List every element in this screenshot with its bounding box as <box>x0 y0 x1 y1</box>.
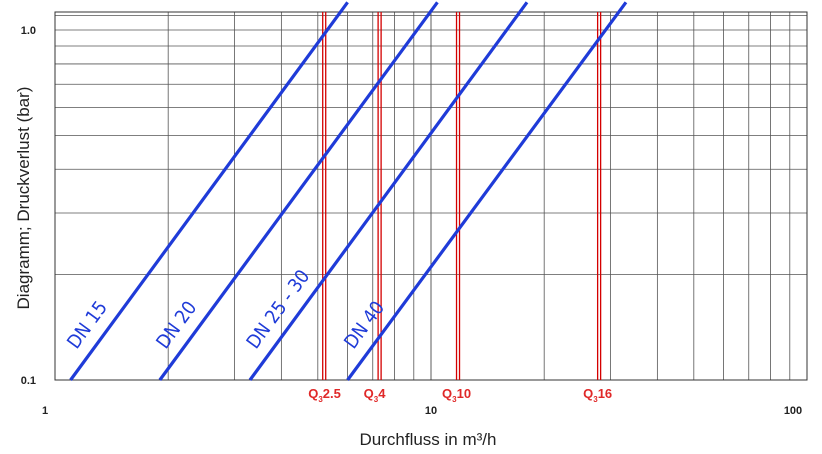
y-tick-label: 0.1 <box>21 375 36 387</box>
series-line <box>158 1 439 381</box>
x-tick-label: 1 <box>42 405 48 417</box>
series-group: DN 15 DN 20 DN 25 - 30 DN 40 <box>63 1 628 381</box>
flow-marker-label: Q316 <box>583 386 612 404</box>
series-line <box>69 1 349 381</box>
y-tick-label: 1.0 <box>21 25 36 37</box>
x-tick-label: 10 <box>425 405 437 417</box>
x-axis-label: Durchfluss in m³/h <box>360 430 497 449</box>
flow-markers: Q32.5 Q34 Q310 Q316 <box>308 12 612 404</box>
axis-ticks: 1 10 100 0.1 1.0 <box>21 25 802 417</box>
series-line <box>346 1 628 381</box>
flow-marker-label: Q34 <box>364 386 387 404</box>
x-tick-label: 100 <box>784 405 802 417</box>
y-axis-label: Diagramm; Druckverlust (bar) <box>14 87 33 310</box>
series-label: DN 15 <box>63 297 112 353</box>
flow-marker-label: Q310 <box>442 386 471 404</box>
series-line <box>248 1 529 381</box>
series-label: DN 20 <box>152 297 201 353</box>
flow-marker-label: Q32.5 <box>308 386 341 404</box>
